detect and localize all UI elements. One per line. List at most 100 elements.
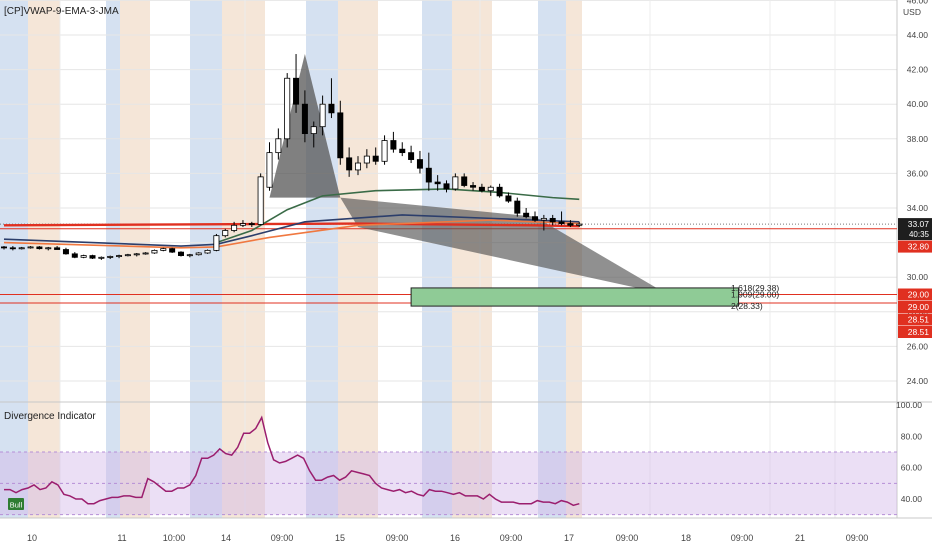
price-tick-label: 46.00 xyxy=(907,0,929,5)
candle-body xyxy=(310,126,317,135)
session-band xyxy=(28,0,60,518)
candle-body xyxy=(346,157,353,171)
fib-label: 1.618(29.38) xyxy=(731,283,779,293)
candle-body xyxy=(372,155,379,162)
time-tick-label: 09:00 xyxy=(271,533,294,543)
price-tick-label: 30.00 xyxy=(907,272,929,282)
candle-body xyxy=(204,249,211,254)
price-badge: 29.00 xyxy=(898,288,932,301)
candle-body xyxy=(496,186,503,197)
candle-body xyxy=(540,217,547,221)
candle-body xyxy=(275,138,282,154)
price-tick-label: 38.00 xyxy=(907,134,929,144)
price-tick-label: 40.00 xyxy=(907,99,929,109)
price-tick-label: 36.00 xyxy=(907,168,929,178)
candle-body xyxy=(514,200,521,214)
candle-body xyxy=(257,176,264,225)
candle-body xyxy=(160,248,167,251)
candle-body xyxy=(293,77,300,105)
candle-body xyxy=(523,212,530,218)
price-tick-label: 42.00 xyxy=(907,65,929,75)
candle-body xyxy=(45,247,52,250)
price-badge-text: 28.51 xyxy=(908,315,930,325)
candle-body xyxy=(461,176,468,186)
candle-body xyxy=(363,155,370,164)
candle-body xyxy=(0,246,7,249)
price-tick-label: 26.00 xyxy=(907,341,929,351)
price-tick-label: 44.00 xyxy=(907,30,929,40)
session-band xyxy=(306,0,338,518)
price-badge: 28.51 xyxy=(898,326,932,338)
session-band xyxy=(0,0,28,518)
fib-label: 1.909(29.00) xyxy=(731,290,779,300)
candle-body xyxy=(239,223,246,226)
symbol-label: [CP]VWAP-9-EMA-3-JMA xyxy=(4,6,119,17)
session-band xyxy=(106,0,120,518)
candle-body xyxy=(470,185,477,188)
candle-body xyxy=(71,253,78,258)
time-tick-label: 15 xyxy=(335,533,345,543)
oscillator-band xyxy=(0,452,897,515)
candle-body xyxy=(18,247,25,250)
candle-body xyxy=(9,247,16,250)
candle-body xyxy=(133,253,140,256)
candle-body xyxy=(222,230,229,237)
candle-body xyxy=(505,195,512,202)
candle-body xyxy=(337,112,344,159)
candle-body xyxy=(169,248,176,253)
time-tick-label: 17 xyxy=(564,533,574,543)
price-badge: 32.80 xyxy=(898,240,932,253)
price-tick-label: 34.00 xyxy=(907,203,929,213)
session-band xyxy=(452,0,492,518)
session-band xyxy=(338,0,378,518)
candle-body xyxy=(567,223,574,226)
price-badge-bg xyxy=(898,288,932,301)
price-badge-countdown: 40:35 xyxy=(909,230,930,239)
candle-body xyxy=(558,221,565,224)
price-badge-text: 29.00 xyxy=(908,302,930,312)
price-badge-bg xyxy=(898,326,932,338)
osc-tick-label: 100.00 xyxy=(896,400,922,410)
time-tick-label: 18 xyxy=(681,533,691,543)
candle-body xyxy=(89,255,96,259)
session-band xyxy=(222,0,265,518)
time-tick-label: 10 xyxy=(27,533,37,543)
osc-tick-label: 40.00 xyxy=(901,494,923,504)
session-band xyxy=(422,0,452,518)
fib-label: 2(28.33) xyxy=(731,301,763,311)
candle-body xyxy=(381,140,388,162)
target-zone[interactable] xyxy=(410,287,740,307)
candle-body xyxy=(532,216,539,221)
candle-body xyxy=(576,223,583,226)
price-badge-bg xyxy=(898,240,932,253)
price-badge-text: 28.51 xyxy=(908,327,930,337)
candle-body xyxy=(248,223,255,225)
osc-tick-label: 80.00 xyxy=(901,431,923,441)
candle-body xyxy=(151,249,158,254)
candle-body xyxy=(98,256,105,259)
candle-body xyxy=(36,246,43,250)
price-badge-bg xyxy=(898,301,932,313)
price-badge-text: 32.80 xyxy=(908,242,930,252)
osc-tick-label: 60.00 xyxy=(901,463,923,473)
ma-line xyxy=(3,222,580,228)
oscillator-title: Divergence Indicator xyxy=(4,411,96,422)
price-tick-label: 24.00 xyxy=(907,376,929,386)
harmonic-triangle-bcd xyxy=(340,197,668,295)
candle-body xyxy=(231,224,238,231)
time-tick-label: 11 xyxy=(117,533,126,543)
candle-body xyxy=(328,103,335,114)
candle-body xyxy=(301,103,308,135)
candle-body xyxy=(177,251,184,256)
candle-body xyxy=(142,252,149,255)
candle-body xyxy=(319,103,326,128)
candle-body xyxy=(107,256,114,258)
bull-badge-text: Bull xyxy=(10,501,23,510)
candle-body xyxy=(124,254,131,257)
session-band xyxy=(120,0,150,518)
candle-body xyxy=(416,159,423,169)
currency-label: USD xyxy=(903,7,921,17)
divergence-line xyxy=(4,415,580,507)
